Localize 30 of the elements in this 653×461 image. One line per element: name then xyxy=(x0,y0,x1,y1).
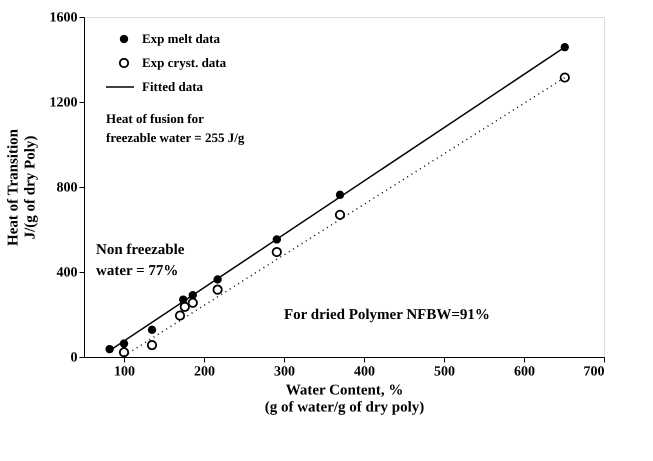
x-tick-label: 200 xyxy=(194,364,215,380)
x-tick-label: 600 xyxy=(514,364,535,380)
x-tick-label: 100 xyxy=(114,364,135,380)
x-tick-label: 300 xyxy=(274,364,295,380)
annotation: Heat of fusion for freezable water = 255 J/g xyxy=(106,111,245,145)
x-tick-label: 700 xyxy=(584,364,604,380)
y-tick-label: 400 xyxy=(56,266,78,280)
point xyxy=(148,326,156,334)
annotation: Non freezable water = 77% xyxy=(96,242,185,279)
point xyxy=(272,246,282,258)
legend-label: Exp melt data xyxy=(142,31,220,46)
point xyxy=(180,302,190,312)
annotation: For dried Polymer NFBW=91% xyxy=(284,307,490,323)
point xyxy=(118,347,130,358)
x-tick-label: 400 xyxy=(354,364,375,380)
point xyxy=(212,284,223,295)
point xyxy=(174,310,186,321)
legend-label: Exp cryst. data xyxy=(142,55,227,70)
point xyxy=(560,72,570,83)
legend-label: Fitted data xyxy=(142,79,204,94)
point xyxy=(188,298,198,308)
x-axis-title: Water Content, % (g of water/g of dry poly) xyxy=(264,382,424,416)
y-tick-label: 1600 xyxy=(50,10,78,26)
x-tick-label: 500 xyxy=(434,364,455,380)
point xyxy=(334,210,346,220)
y-tick-label: 800 xyxy=(56,180,78,196)
point xyxy=(146,340,158,350)
y-tick-label: 1200 xyxy=(50,96,78,110)
y-tick-label: 0 xyxy=(70,350,78,366)
y-axis-title: Heat of Transition J/(g of dry Poly) xyxy=(6,128,38,246)
